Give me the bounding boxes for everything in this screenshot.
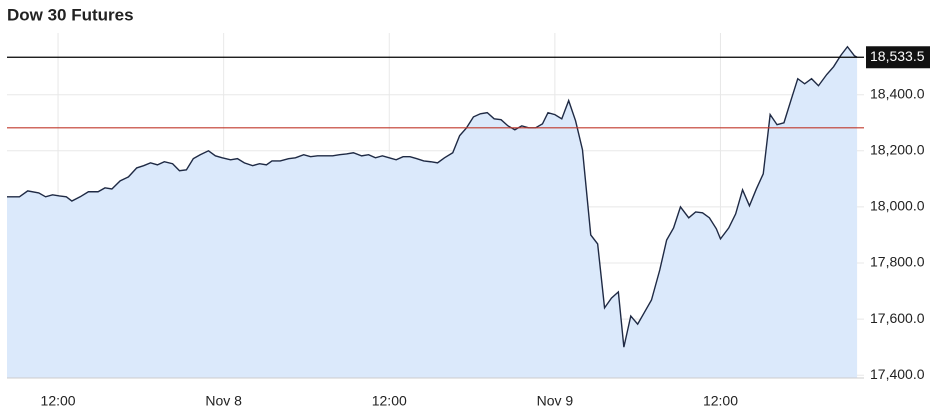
y-tick-label: 17,600.0	[870, 310, 925, 326]
y-tick-label: 18,400.0	[870, 85, 925, 101]
x-tick-label: 12:00	[372, 393, 407, 409]
y-tick-label: 17,800.0	[870, 254, 925, 270]
last-value-label: 18,533.5	[870, 48, 925, 64]
chart-title: Dow 30 Futures	[7, 5, 134, 24]
y-tick-label: 18,000.0	[870, 198, 925, 214]
y-tick-label: 18,200.0	[870, 142, 925, 158]
y-tick-label: 17,400.0	[870, 366, 925, 382]
x-tick-label: 12:00	[41, 393, 76, 409]
x-tick-label: Nov 9	[537, 393, 574, 409]
x-tick-label: Nov 8	[205, 393, 242, 409]
area	[7, 46, 858, 379]
last-value-box	[866, 46, 930, 69]
x-tick-label: 12:00	[703, 393, 738, 409]
line	[7, 45, 858, 348]
